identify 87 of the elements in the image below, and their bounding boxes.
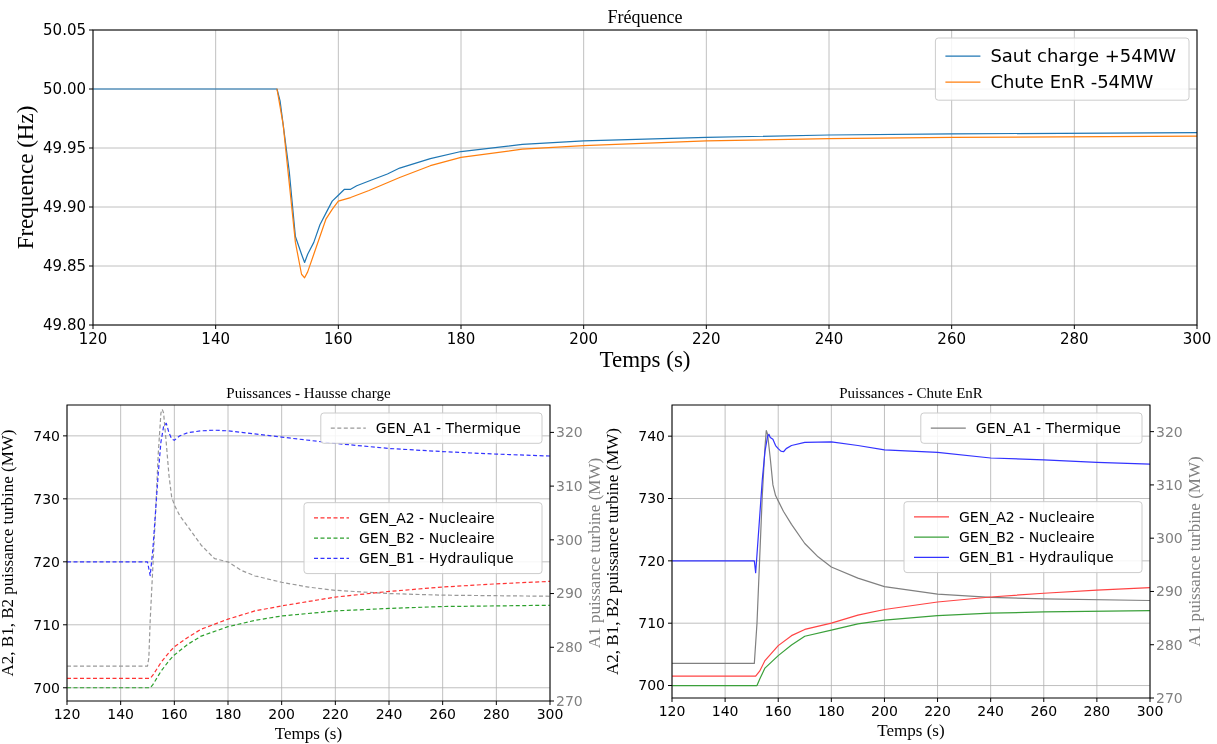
- x-tick-label: 180: [214, 706, 242, 723]
- y-tick-label: 49.85: [43, 257, 86, 276]
- legend-label: Saut charge +54MW: [990, 45, 1177, 67]
- y-axis-title: A2, B1, B2 puissance turbine (MW): [0, 429, 17, 677]
- x-tick-label: 140: [711, 703, 739, 720]
- chart-title: Puissances - Chute EnR: [839, 385, 983, 401]
- x-tick-label: 120: [658, 703, 686, 720]
- x-axis-title: Temps (s): [877, 721, 945, 740]
- x-tick-label: 160: [160, 706, 188, 723]
- x-tick-label: 220: [692, 330, 721, 348]
- x-tick-label: 180: [817, 703, 845, 720]
- y-tick-label: 740: [638, 428, 665, 445]
- y2-tick-label: 290: [1156, 583, 1183, 600]
- line-series: [67, 604, 550, 689]
- legend-label: GEN_B2 - Nucleaire: [359, 530, 495, 547]
- x-tick-label: 220: [924, 703, 951, 720]
- x-tick-label: 240: [977, 703, 1005, 720]
- y-tick-label: 720: [33, 553, 60, 570]
- y-tick-label: 50.00: [43, 80, 86, 99]
- y2-tick-label: 320: [556, 424, 583, 441]
- y2-tick-label: 270: [556, 692, 583, 709]
- line-series: [67, 422, 550, 577]
- y-tick-label: 700: [638, 677, 665, 694]
- y2-tick-label: 280: [1156, 636, 1183, 653]
- y-tick-label: 49.90: [43, 198, 86, 217]
- x-tick-label: 260: [429, 706, 457, 723]
- line-series: [672, 610, 1150, 687]
- x-tick-label: 140: [107, 706, 135, 723]
- y-axis-title: Frequence (Hz): [13, 105, 38, 250]
- x-tick-label: 300: [536, 706, 564, 723]
- chart-title: Fréquence: [607, 7, 683, 27]
- x-tick-label: 280: [1060, 330, 1089, 348]
- y2-tick-label: 310: [1156, 476, 1183, 493]
- y2-axis-title: A1 puissance turbine (MW): [1185, 456, 1204, 647]
- y-tick-label: 50.05: [43, 21, 86, 40]
- legend-label: GEN_A2 - Nucleaire: [359, 509, 495, 526]
- line-series: [672, 587, 1150, 677]
- y2-axis-title: A1 puissance turbine (MW): [585, 457, 604, 649]
- line-series: [93, 88, 1197, 264]
- y2-tick-label: 280: [556, 639, 583, 656]
- legend-label: GEN_A2 - Nucleaire: [959, 508, 1095, 525]
- y2-tick-label: 320: [1156, 423, 1183, 440]
- x-tick-label: 140: [201, 330, 230, 348]
- legend-label: GEN_B1 - Hydraulique: [959, 549, 1114, 566]
- line-series: [67, 580, 550, 679]
- y-tick-label: 710: [638, 615, 665, 632]
- legend-label: GEN_A1 - Thermique: [375, 420, 521, 437]
- line-series: [67, 408, 550, 667]
- y-tick-label: 700: [33, 679, 60, 696]
- legend: GEN_A1 - Thermique: [320, 412, 543, 444]
- legend-label: GEN_B2 - Nucleaire: [959, 529, 1095, 546]
- x-tick-label: 260: [1030, 703, 1058, 720]
- x-axis-title: Temps (s): [274, 724, 343, 743]
- x-tick-label: 200: [569, 330, 598, 348]
- y-axis-title: A2, B1, B2 puissance turbine (MW): [603, 428, 622, 675]
- y2-tick-label: 270: [1156, 689, 1183, 706]
- y-tick-label: 740: [33, 427, 60, 444]
- y-tick-label: 49.95: [43, 139, 86, 158]
- legend: GEN_A1 - Thermique: [920, 412, 1143, 444]
- y-tick-label: 710: [33, 616, 60, 633]
- x-tick-label: 300: [1182, 330, 1212, 348]
- x-tick-label: 280: [1083, 703, 1111, 720]
- y2-tick-label: 300: [556, 531, 583, 548]
- x-tick-label: 160: [324, 330, 353, 348]
- legend-label: GEN_A1 - Thermique: [975, 420, 1121, 437]
- legend-label: Chute EnR -54MW: [990, 71, 1154, 93]
- chart-title: Puissances - Hausse charge: [226, 385, 391, 401]
- y-tick-label: 730: [33, 490, 60, 507]
- x-tick-label: 160: [764, 703, 792, 720]
- y-tick-label: 720: [638, 552, 665, 569]
- y-tick-label: 730: [638, 490, 665, 507]
- x-tick-label: 200: [268, 706, 296, 723]
- y2-tick-label: 300: [1156, 530, 1183, 547]
- y2-tick-label: 290: [556, 585, 583, 602]
- x-tick-label: 120: [53, 706, 81, 723]
- x-axis-title: Temps (s): [599, 347, 691, 372]
- x-tick-label: 240: [814, 330, 844, 348]
- line-series: [276, 88, 1197, 279]
- x-tick-label: 180: [446, 330, 476, 348]
- legend-label: GEN_B1 - Hydraulique: [359, 550, 514, 567]
- x-tick-label: 280: [482, 706, 510, 723]
- x-tick-label: 240: [375, 706, 403, 723]
- x-tick-label: 200: [871, 703, 898, 720]
- x-tick-label: 300: [1136, 703, 1164, 720]
- y2-tick-label: 310: [556, 478, 583, 495]
- x-tick-label: 260: [937, 330, 966, 348]
- x-tick-label: 220: [321, 706, 349, 723]
